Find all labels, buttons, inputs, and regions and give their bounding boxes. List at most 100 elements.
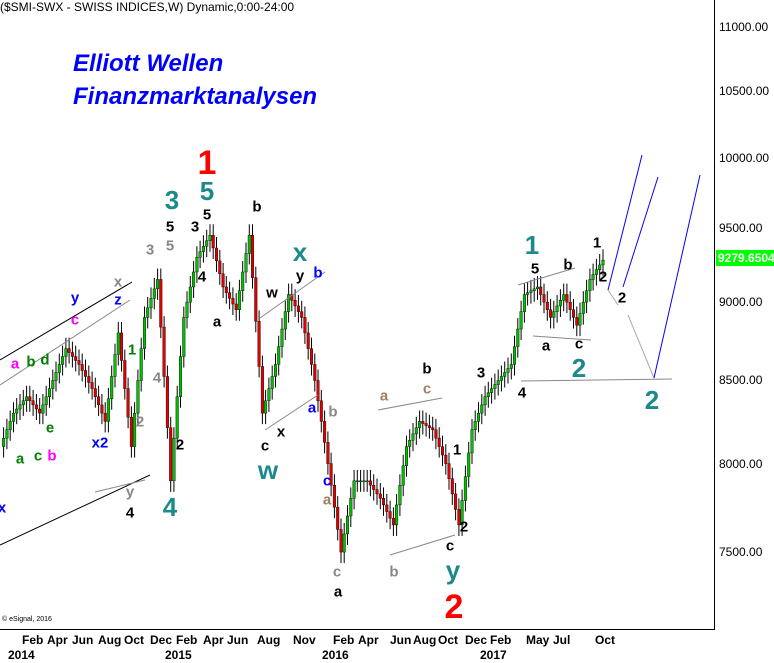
candle	[41, 404, 45, 414]
candle	[480, 404, 484, 414]
candle	[192, 271, 196, 288]
candle	[277, 346, 281, 365]
candle	[437, 437, 441, 447]
candle	[378, 493, 382, 499]
x-tick-label: Nov	[293, 633, 316, 647]
wave-label: b	[328, 403, 338, 421]
candle	[418, 421, 422, 428]
candle	[156, 279, 160, 290]
candle	[270, 376, 274, 389]
wave-label: a	[379, 387, 389, 405]
candle	[303, 317, 307, 334]
candle	[83, 370, 87, 377]
candle	[395, 504, 399, 526]
wave-label: 2	[459, 518, 469, 536]
candle	[224, 286, 228, 293]
candle	[427, 425, 431, 428]
candle	[591, 274, 595, 280]
wave-label: z	[114, 291, 122, 309]
channel-lower	[0, 474, 151, 546]
y-tick-label: 9500.00	[719, 220, 763, 235]
candle	[470, 429, 474, 454]
candle	[205, 240, 209, 247]
candle	[463, 476, 467, 501]
candle	[421, 421, 425, 424]
candle	[188, 286, 192, 303]
candle	[352, 480, 356, 499]
wave-label: 4	[162, 492, 178, 522]
candle	[310, 348, 314, 365]
candle	[499, 376, 503, 381]
wave-label: 5	[165, 218, 175, 236]
wave-label: 2	[644, 385, 660, 415]
wave-label: 5	[199, 176, 215, 206]
candle	[146, 307, 150, 318]
candles	[2, 224, 605, 564]
candle	[572, 309, 576, 318]
wave-label: x	[0, 499, 7, 517]
candle	[454, 493, 458, 510]
candle	[414, 427, 418, 435]
candle	[316, 380, 320, 401]
projection-blue	[653, 174, 701, 379]
wave-label: 3	[164, 185, 180, 215]
candle	[110, 376, 114, 399]
candle	[152, 288, 156, 299]
wave-label: c	[70, 311, 80, 329]
wave-label: 5	[202, 206, 212, 224]
projection-gray	[607, 289, 619, 306]
candle	[585, 290, 589, 303]
candle	[61, 356, 65, 365]
trendline	[377, 397, 443, 411]
wave-label: x	[113, 273, 123, 291]
candle	[329, 463, 333, 486]
candle	[542, 294, 546, 303]
candle	[139, 348, 143, 381]
candle	[80, 364, 84, 371]
candle	[201, 245, 205, 252]
candle	[11, 412, 15, 422]
candle	[280, 328, 284, 347]
candle	[260, 366, 264, 414]
candle	[241, 271, 245, 291]
candle	[136, 380, 140, 414]
candle	[149, 298, 153, 309]
candle	[31, 400, 35, 406]
candle	[490, 388, 494, 393]
candle	[323, 421, 327, 443]
candle	[106, 398, 110, 422]
trendline	[532, 335, 592, 341]
wave-label: 2	[598, 268, 608, 286]
trendline	[517, 267, 576, 286]
y-tick-label: 10500.00	[719, 83, 770, 98]
candle	[486, 392, 490, 397]
wave-label: b	[26, 353, 36, 371]
candle	[359, 480, 363, 483]
chart-header: ($SMI-SWX - SWISS INDICES,W) Dynamic,0:0…	[0, 0, 295, 14]
candle	[211, 235, 215, 249]
candle	[237, 290, 241, 310]
candle	[221, 273, 225, 288]
wave-label: b	[389, 563, 399, 581]
x-tick-label: Oct	[438, 633, 459, 647]
wave-label: c	[260, 437, 270, 455]
candle	[526, 292, 530, 295]
candle	[346, 515, 350, 535]
x-tick-label: Apr	[358, 633, 379, 647]
candle	[90, 382, 94, 389]
candle	[142, 317, 146, 349]
x-tick-label: Oct	[124, 633, 145, 647]
candle	[382, 498, 386, 506]
x-year-label: 2015	[165, 648, 192, 662]
candle	[267, 388, 271, 401]
candle	[326, 442, 330, 464]
projection-blue	[607, 154, 643, 291]
candle	[552, 311, 556, 318]
candle	[342, 533, 346, 553]
x-tick-label: Dec	[465, 633, 488, 647]
wave-label: c	[574, 335, 584, 353]
x-tick-label: Jun	[390, 633, 412, 647]
candle	[513, 346, 517, 365]
candle	[375, 489, 379, 495]
candle	[562, 294, 566, 301]
